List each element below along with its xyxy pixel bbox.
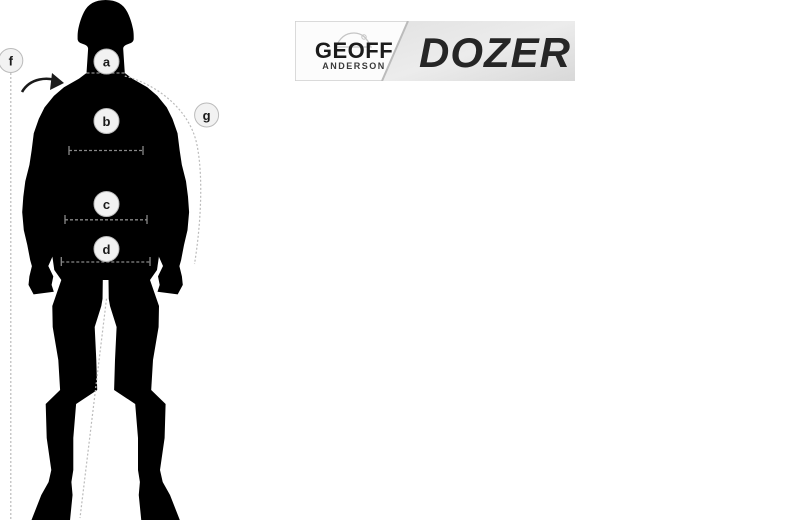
- svg-text:a: a: [103, 55, 111, 70]
- svg-text:g: g: [203, 108, 211, 123]
- svg-text:DOZER: DOZER: [419, 29, 571, 76]
- svg-text:c: c: [103, 197, 110, 212]
- svg-text:b: b: [103, 114, 111, 129]
- svg-text:GEOFF: GEOFF: [315, 38, 393, 63]
- svg-text:ANDERSON: ANDERSON: [322, 61, 386, 71]
- svg-text:d: d: [103, 242, 111, 257]
- svg-text:f: f: [9, 54, 14, 69]
